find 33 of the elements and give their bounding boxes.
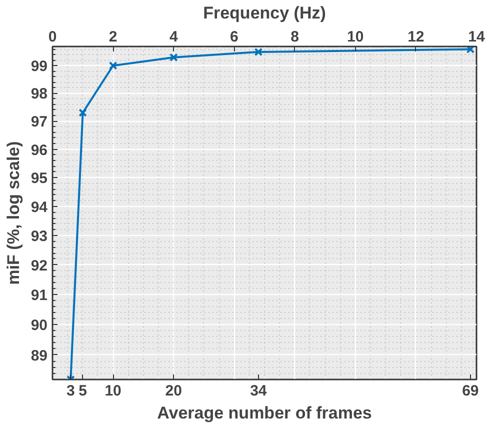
y-tick-label: 89 — [30, 347, 48, 364]
point — [78, 108, 87, 117]
x-tick-label: 34 — [250, 382, 268, 400]
y-tick-label: 90 — [30, 317, 48, 334]
y-tick-label: 92 — [30, 257, 48, 274]
x2-tick-label: 8 — [290, 28, 299, 46]
y-tick-label: 96 — [30, 142, 48, 159]
x2-tick-label: 0 — [48, 28, 57, 46]
y-tick-label: 97 — [30, 114, 48, 131]
y-tick-label: 95 — [30, 170, 48, 188]
y-tick-label: 98 — [30, 86, 48, 103]
point — [108, 61, 118, 70]
x2-tick-label: 6 — [230, 28, 238, 46]
x2-axis-title: Frequency (Hz) — [203, 4, 326, 22]
point — [254, 48, 263, 56]
x2-tick-label: 12 — [408, 28, 424, 46]
x2-tick-label: 14 — [468, 28, 486, 46]
x2-tick-label: 4 — [169, 28, 178, 46]
y-axis-title: miF (%, log scale) — [4, 141, 23, 285]
point — [466, 46, 475, 54]
x-axis-title: Average number of frames — [157, 404, 372, 422]
point — [169, 53, 178, 62]
x2-tick-label: 2 — [108, 28, 118, 46]
y-tick-label: 93 — [30, 228, 48, 246]
x-tick-label: 69 — [462, 382, 479, 400]
x-tick-label: 10 — [104, 382, 122, 400]
x-tick-label: 20 — [165, 382, 182, 400]
y-tick-label: 94 — [30, 198, 48, 216]
x-tick-label: 5 — [78, 382, 87, 400]
y-tick-label: 99 — [30, 58, 48, 76]
x2-tick-label: 10 — [347, 28, 364, 46]
y-tick-label: 91 — [30, 287, 48, 304]
x-tick-label: 3 — [66, 382, 75, 400]
